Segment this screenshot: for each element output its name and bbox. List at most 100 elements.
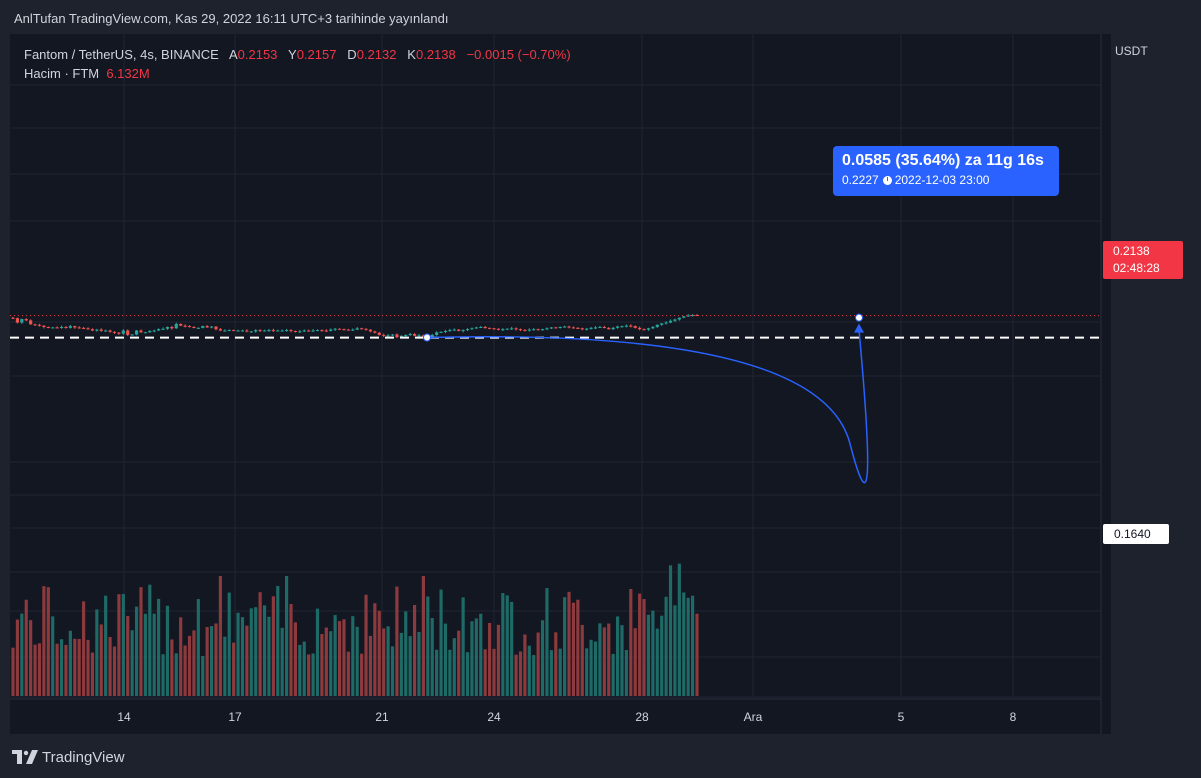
measure-change: 0.0585 (35.64%) za 11g 16s (842, 152, 1044, 169)
candle-body (320, 330, 324, 332)
high-value: 0.2157 (296, 47, 337, 62)
volume-bar (342, 619, 346, 696)
candle-body (540, 329, 545, 331)
volume-bar (337, 621, 342, 696)
open-value: 0.2153 (237, 47, 278, 62)
candle-body (174, 323, 178, 329)
candle-body (236, 330, 240, 332)
volume-bar (624, 649, 628, 696)
candle-body (258, 330, 262, 332)
volume-bar (254, 607, 258, 696)
volume-bar (20, 613, 24, 696)
volume-bar (68, 630, 72, 696)
candle-body (280, 330, 284, 332)
candle-body (271, 330, 275, 332)
x-tick-label: 21 (375, 710, 389, 724)
volume-bar (11, 647, 15, 696)
candle-body (337, 328, 342, 330)
candle-body (505, 328, 509, 330)
candle-body (611, 327, 615, 330)
volume-bar (236, 612, 240, 696)
volume-bar (598, 623, 602, 696)
candle-body (430, 334, 434, 337)
candle-body (646, 328, 651, 330)
candle-body (46, 326, 50, 328)
candle-body (276, 330, 280, 332)
volume-bar (24, 599, 28, 696)
candle-body (580, 328, 584, 330)
volume-bar (646, 614, 651, 696)
volume-bar (602, 627, 606, 696)
candle-body (214, 326, 218, 330)
candle-body (37, 324, 42, 326)
candle-body (285, 330, 289, 332)
measure-target: 0.2227 2022-12-03 23:00 (842, 171, 1059, 189)
volume-bar (417, 631, 421, 696)
measure-tooltip[interactable]: 0.0585 (35.64%) za 11g 16s 0.2227 2022-12… (833, 146, 1059, 196)
candle-body (360, 328, 364, 330)
candle-body (329, 329, 333, 331)
candle-body (668, 320, 673, 323)
volume-bar (152, 613, 156, 696)
volume-bar (567, 591, 571, 696)
x-tick-label: 14 (117, 710, 131, 724)
symbol-title[interactable]: Fantom / TetherUS, 4s, BINANCE (24, 47, 219, 62)
candle-body (364, 328, 368, 330)
volume-bar (673, 605, 677, 696)
candle-body (452, 329, 456, 331)
chart-area[interactable]: 0.25000.24000.23000.22000.20000.19000.18… (10, 34, 1111, 734)
candle-body (408, 334, 412, 336)
volume-bar (580, 624, 584, 696)
candle-body (139, 330, 143, 333)
candle-body (170, 326, 174, 329)
candle-body (589, 327, 593, 329)
clock-icon (882, 176, 892, 185)
candle-body (607, 327, 611, 330)
candle-body (42, 325, 46, 327)
volume-bar (112, 646, 117, 696)
volume-bar (505, 595, 509, 696)
volume-bar (276, 585, 280, 696)
candle-body (333, 328, 337, 330)
candle-body (355, 328, 359, 330)
candle-body (351, 329, 355, 331)
candle-body (620, 326, 624, 328)
volume-bar (496, 624, 501, 696)
candle-body (624, 325, 628, 327)
candle-body (382, 334, 386, 336)
volume-bar (130, 630, 134, 696)
candle-body (518, 329, 523, 331)
volume-bar (161, 654, 165, 696)
candle-body (161, 328, 165, 330)
volume-bar (488, 622, 492, 696)
candle-body (223, 330, 227, 332)
candle-body (655, 324, 659, 327)
x-tick-label: 17 (228, 710, 242, 724)
volume-bar (682, 592, 686, 696)
tradingview-logo[interactable]: TradingView (12, 748, 125, 766)
volume-bar (218, 576, 222, 696)
high-key: Y (288, 47, 297, 62)
measure-arrowhead (854, 323, 864, 333)
candle-body (593, 327, 598, 329)
volume-bar (457, 630, 461, 696)
candle-body (157, 329, 161, 331)
volume-bar (104, 595, 108, 696)
candle-body (457, 329, 461, 331)
currency-label[interactable]: USDT (1115, 44, 1148, 58)
volume-bar (479, 613, 483, 696)
price-chart[interactable]: 0.25000.24000.23000.22000.20000.19000.18… (10, 34, 1111, 734)
volume-bar (615, 616, 620, 696)
volume-bar (474, 618, 478, 696)
candle-body (488, 327, 492, 329)
volume-bar (205, 626, 209, 696)
volume-bar (360, 653, 364, 696)
candle-body (117, 332, 121, 334)
volume-bar (201, 655, 205, 696)
volume-bar (412, 604, 417, 696)
candle-body (112, 331, 117, 333)
volume-bar (192, 630, 196, 696)
volume-bar (576, 599, 580, 696)
candle-body (545, 328, 549, 330)
volume-label[interactable]: Hacim · FTM (24, 66, 100, 81)
